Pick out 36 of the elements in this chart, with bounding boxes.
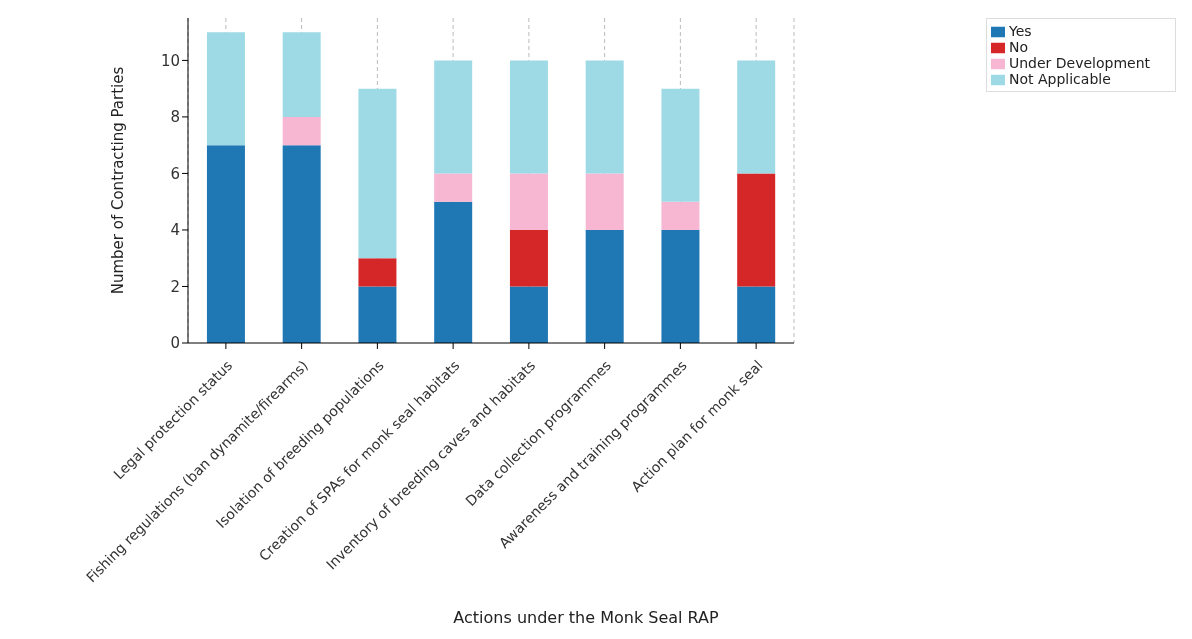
bar [282,145,321,343]
bar [585,229,624,343]
bar [434,60,473,174]
bar [737,60,776,174]
bar [585,60,624,174]
y-tick-label: 6 [170,164,180,183]
bar [661,229,700,343]
bar [509,286,548,343]
bar [661,201,700,230]
bar [434,201,473,343]
legend-label: Under Development [1009,55,1151,71]
bar [509,60,548,174]
bar [358,88,397,259]
bar [282,32,321,117]
y-tick-label: 4 [170,221,180,240]
bar [282,116,321,146]
bar [206,145,245,343]
y-tick-label: 0 [170,334,180,353]
bar [661,88,700,202]
legend-label: Not Applicable [1009,71,1111,87]
bar [737,286,776,343]
y-axis-title: Number of Contracting Parties [109,66,128,295]
y-tick-label: 10 [160,51,180,70]
legend-label: Yes [1009,23,1032,39]
x-axis-title: Actions under the Monk Seal RAP [452,608,720,627]
bar [585,173,624,230]
y-tick-label: 2 [170,277,180,296]
bar [358,286,397,343]
y-tick-label: 8 [170,108,180,127]
bar [206,32,245,146]
bar [737,173,776,287]
bar [434,173,473,202]
bar [509,173,548,230]
bar [509,229,548,287]
bar [358,258,397,287]
legend-label: No [1009,39,1029,55]
